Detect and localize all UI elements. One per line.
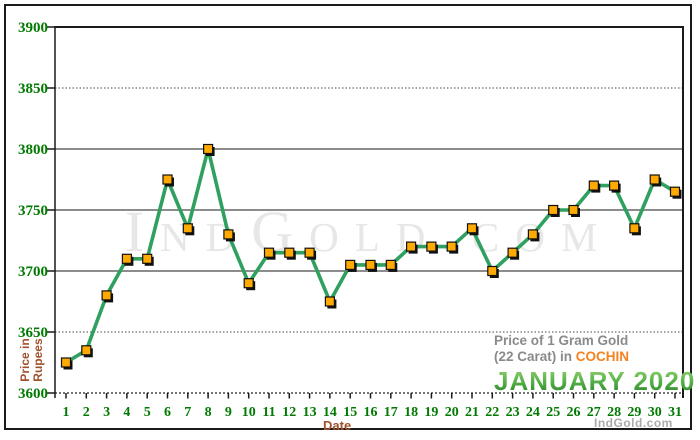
x-tick-label: 7 — [184, 405, 191, 420]
y-axis-title: Price in Rupees — [18, 338, 45, 382]
y-tick-label: 3700 — [18, 264, 48, 280]
x-tick-label: 17 — [384, 405, 398, 420]
x-tick-label: 18 — [404, 405, 418, 420]
price-line — [64, 147, 677, 365]
axis-ticks — [47, 26, 676, 399]
price-markers — [60, 143, 682, 370]
data-point-marker — [426, 241, 437, 252]
x-tick-label: 1 — [63, 405, 70, 420]
data-point-marker — [142, 253, 153, 264]
data-point-marker — [548, 204, 559, 216]
data-point-marker — [284, 247, 295, 258]
x-tick-label: 11 — [262, 405, 275, 420]
x-axis-title: Date — [323, 418, 352, 433]
chart-title-block: Price of 1 Gram Gold (22 Carat) in COCHI… — [494, 333, 695, 397]
data-point-marker — [243, 278, 254, 289]
gridlines — [55, 87, 683, 333]
y-tick-label: 3800 — [18, 142, 48, 158]
x-tick-label: 23 — [506, 405, 520, 420]
data-point-marker — [81, 345, 92, 356]
title-line1: Price of 1 Gram Gold — [494, 333, 629, 348]
y-tick-label: 3750 — [18, 203, 48, 219]
x-tick-label: 2 — [83, 405, 90, 420]
x-tick-label: 20 — [445, 405, 459, 420]
data-point-marker — [182, 223, 193, 234]
x-tick-label: 22 — [485, 405, 499, 420]
x-tick-label: 19 — [424, 405, 438, 420]
title-line2-text: (22 Carat) in — [494, 349, 573, 364]
x-tick-label: 3 — [103, 405, 110, 420]
data-point-marker — [101, 290, 112, 301]
data-point-marker — [588, 180, 599, 191]
price-line-series — [64, 147, 677, 365]
x-tick-label: 13 — [303, 405, 317, 420]
x-tick-label: 21 — [465, 405, 479, 420]
data-point-marker — [304, 247, 315, 258]
data-point-marker — [263, 247, 275, 258]
data-point-marker — [568, 204, 579, 216]
data-point-marker — [669, 186, 681, 197]
outer-border — [4, 4, 692, 430]
data-point-marker — [446, 241, 457, 252]
title-line2: (22 Carat) in COCHIN — [494, 349, 695, 365]
x-tick-label: 5 — [144, 405, 151, 420]
data-point-marker — [406, 241, 417, 252]
x-tick-label: 9 — [225, 405, 232, 420]
data-point-marker — [203, 143, 214, 155]
x-tick-label: 30 — [648, 405, 662, 420]
x-tick-label: 29 — [627, 405, 641, 420]
data-point-marker — [223, 229, 234, 240]
x-tick-label: 25 — [546, 405, 560, 420]
data-point-marker — [527, 229, 539, 240]
y-tick-label: 3650 — [18, 325, 48, 341]
x-tick-label: 4 — [123, 405, 130, 420]
y-tick-label: 3900 — [18, 20, 48, 36]
y-tick-label: 3850 — [18, 81, 48, 97]
y-tick-label: 3600 — [18, 386, 48, 402]
data-point-marker — [365, 259, 376, 270]
data-point-marker — [121, 253, 133, 264]
x-tick-label: 27 — [587, 405, 601, 420]
data-point-marker — [60, 357, 72, 368]
x-tick-label: 24 — [526, 405, 540, 420]
brand-watermark: IndGold.com — [594, 416, 673, 430]
x-tick-label: 14 — [323, 405, 337, 420]
data-point-marker — [507, 247, 518, 258]
data-point-marker — [608, 180, 620, 191]
data-point-marker — [649, 174, 660, 185]
x-tick-label: 6 — [164, 405, 171, 420]
data-point-marker — [385, 259, 396, 270]
x-tick-label: 16 — [364, 405, 378, 420]
month-year: JANUARY 2020 — [494, 366, 696, 396]
x-tick-label: 26 — [567, 405, 581, 420]
data-point-marker — [162, 174, 173, 185]
x-tick-label: 8 — [205, 405, 212, 420]
data-point-marker — [324, 296, 335, 307]
city-name: COCHIN — [575, 349, 630, 364]
x-tick-label: 10 — [242, 405, 256, 420]
data-point-marker — [487, 265, 498, 277]
x-tick-label: 31 — [668, 405, 682, 420]
data-point-marker — [629, 223, 640, 234]
data-point-marker — [466, 223, 478, 234]
x-tick-label: 15 — [343, 405, 357, 420]
x-tick-label: 12 — [282, 405, 296, 420]
x-tick-label: 28 — [607, 405, 621, 420]
data-point-marker — [345, 259, 356, 270]
